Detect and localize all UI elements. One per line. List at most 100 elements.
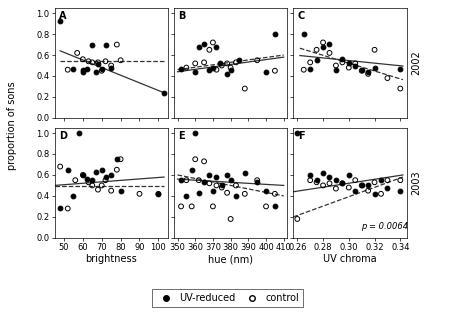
- Point: [182, 65, 190, 70]
- Text: A: A: [59, 11, 66, 21]
- Point: [108, 172, 115, 177]
- Point: [351, 61, 359, 66]
- Point: [232, 60, 240, 65]
- Point: [188, 204, 195, 209]
- Point: [371, 47, 378, 52]
- Point: [94, 187, 102, 192]
- Point: [136, 191, 143, 196]
- Point: [313, 180, 320, 185]
- Point: [377, 191, 385, 196]
- Point: [209, 40, 217, 45]
- Point: [113, 157, 120, 162]
- Point: [306, 172, 314, 177]
- Point: [227, 65, 235, 70]
- Text: F: F: [298, 131, 305, 141]
- Point: [85, 59, 92, 64]
- Point: [83, 66, 91, 71]
- Point: [177, 66, 185, 71]
- Point: [371, 65, 378, 70]
- Point: [227, 178, 235, 183]
- Point: [72, 178, 79, 183]
- Point: [254, 180, 261, 185]
- Point: [108, 65, 115, 70]
- Point: [358, 183, 365, 188]
- Point: [338, 181, 346, 186]
- Point: [79, 172, 87, 177]
- Point: [306, 178, 314, 183]
- Point: [271, 68, 279, 73]
- Point: [371, 180, 378, 185]
- Text: C: C: [298, 11, 305, 21]
- Point: [89, 60, 96, 65]
- Point: [79, 67, 87, 72]
- Point: [271, 191, 279, 196]
- Point: [191, 157, 199, 162]
- Point: [345, 65, 353, 70]
- Point: [98, 167, 106, 172]
- Point: [332, 63, 340, 68]
- Text: proportion of sons: proportion of sons: [7, 82, 17, 170]
- Point: [64, 167, 72, 172]
- Legend: UV-reduced, control: UV-reduced, control: [152, 289, 303, 307]
- Point: [117, 188, 124, 193]
- Point: [293, 216, 301, 221]
- Point: [365, 69, 372, 74]
- Point: [213, 183, 220, 188]
- Point: [358, 183, 365, 188]
- Point: [102, 178, 109, 183]
- Point: [300, 32, 308, 37]
- Point: [326, 41, 333, 46]
- Point: [83, 177, 91, 182]
- Point: [209, 65, 217, 70]
- Point: [397, 66, 404, 71]
- Text: E: E: [179, 131, 185, 141]
- Point: [371, 191, 378, 196]
- Point: [94, 62, 102, 67]
- Point: [56, 164, 64, 169]
- Point: [345, 61, 353, 66]
- Point: [73, 50, 81, 55]
- Point: [223, 190, 231, 195]
- Point: [262, 69, 270, 74]
- Point: [236, 58, 243, 63]
- Point: [92, 69, 100, 74]
- Point: [64, 67, 72, 72]
- Point: [206, 181, 213, 186]
- Point: [218, 185, 226, 190]
- Point: [201, 180, 208, 185]
- Point: [195, 178, 202, 183]
- Point: [195, 44, 202, 49]
- Point: [345, 185, 353, 190]
- Point: [102, 59, 109, 64]
- Point: [182, 178, 190, 183]
- Point: [319, 40, 327, 45]
- Point: [313, 178, 320, 183]
- Point: [213, 44, 220, 49]
- Point: [209, 188, 217, 193]
- Point: [209, 204, 217, 209]
- Point: [326, 181, 333, 186]
- Point: [319, 170, 327, 175]
- Point: [397, 178, 404, 183]
- Point: [319, 183, 327, 188]
- Point: [89, 183, 96, 188]
- Point: [155, 191, 162, 196]
- Point: [191, 61, 199, 66]
- Point: [79, 57, 87, 62]
- Point: [227, 216, 235, 221]
- Point: [64, 206, 72, 211]
- Point: [383, 185, 391, 190]
- Point: [300, 67, 308, 72]
- Point: [201, 60, 208, 65]
- Point: [293, 130, 301, 135]
- Point: [216, 61, 224, 66]
- Point: [254, 178, 261, 183]
- Point: [89, 42, 96, 47]
- Point: [262, 204, 270, 209]
- Point: [338, 60, 346, 65]
- Point: [345, 172, 353, 177]
- Point: [338, 181, 346, 186]
- Point: [218, 63, 226, 68]
- Point: [177, 204, 185, 209]
- Point: [102, 42, 109, 47]
